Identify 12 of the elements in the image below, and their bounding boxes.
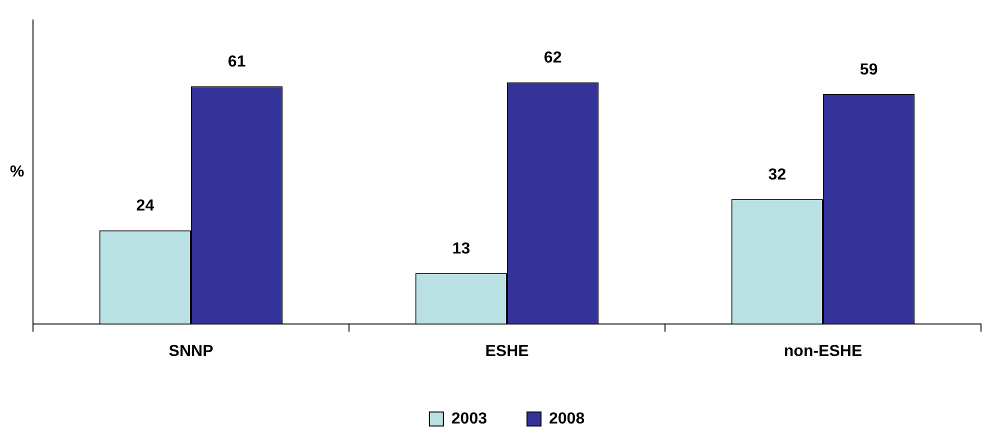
data-label: 59 [860,61,878,78]
data-label: 61 [228,54,246,71]
legend-label: 2008 [549,410,585,428]
x-tick-label: ESHE [485,342,530,360]
data-label: 13 [452,240,470,258]
x-tick-label: non-ESHE [784,342,862,360]
y-axis-title: % [10,163,24,180]
data-label: 62 [544,50,562,67]
legend-label: 2003 [451,410,488,428]
data-label: 24 [136,198,154,215]
data-label: 32 [768,166,786,184]
x-tick-label: SNNP [168,342,214,360]
